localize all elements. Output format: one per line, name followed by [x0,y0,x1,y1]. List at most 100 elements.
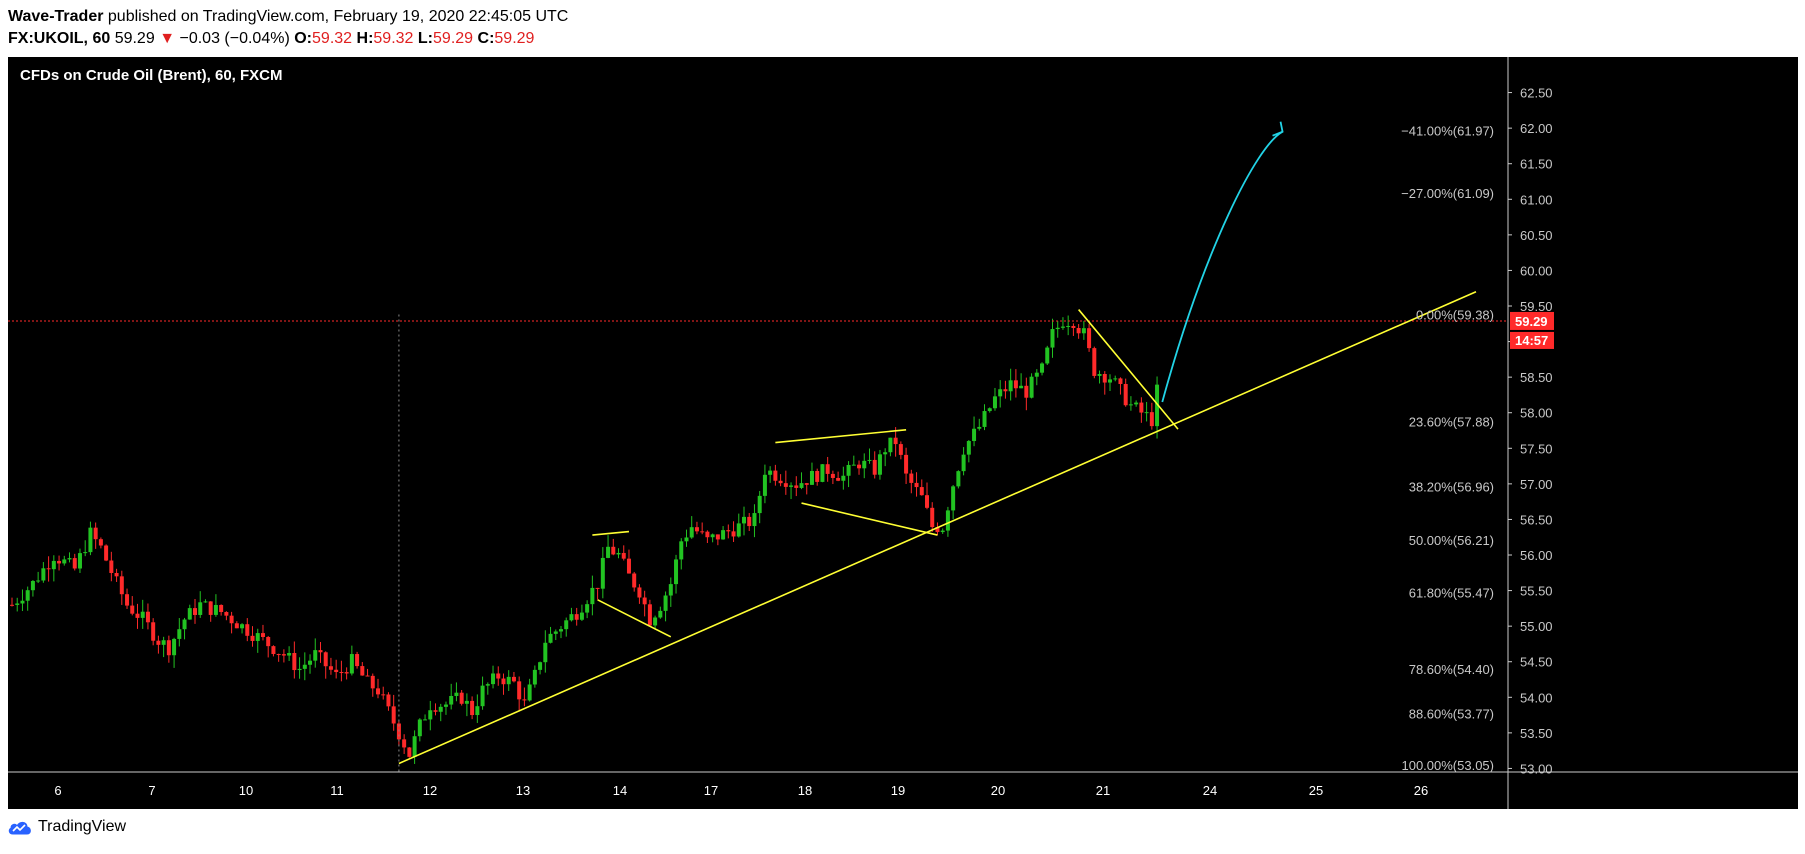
candle [203,601,208,603]
candle [752,513,757,527]
candle [224,612,229,616]
candle [454,692,459,696]
candle [919,487,924,496]
footer-brand[interactable]: TradingView [38,818,127,835]
high-value: 59.32 [373,30,414,47]
candle [234,623,239,629]
candle [407,747,412,757]
candle [1060,326,1065,328]
candle [674,559,679,585]
close-value: 59.29 [494,30,535,47]
time-tick-label: 19 [891,783,905,798]
time-tick-label: 17 [704,783,718,798]
candle [276,654,281,656]
candle [590,587,595,605]
candle [705,531,710,538]
price-tick-label: 61.50 [1520,157,1553,172]
fib-level-label: −27.00%(61.09) [1401,186,1494,201]
candle [862,460,867,469]
candle [161,640,166,645]
candle [62,559,67,564]
candle [930,507,935,528]
candle [611,546,616,555]
candle [543,642,548,663]
fib-level-label: 78.60%(54.40) [1409,662,1494,677]
candle [1066,325,1071,327]
time-tick-label: 20 [991,783,1005,798]
price-tick-label: 53.50 [1520,726,1553,741]
candle [757,495,762,514]
candle [945,510,950,531]
candle [762,474,767,496]
price-tick-label: 54.00 [1520,690,1553,705]
countdown-label: 14:57 [1515,333,1548,348]
candle [637,587,642,598]
candle [334,669,339,673]
candle [428,710,433,720]
candle [877,454,882,475]
candle [140,611,145,618]
candle [260,633,265,637]
candle [443,704,448,707]
candle [145,611,150,623]
publish-line: Wave-Trader published on TradingView.com… [8,6,1798,28]
candle [250,635,255,641]
candle [1118,378,1123,384]
price-tick-label: 62.50 [1520,86,1553,101]
candle [1076,328,1081,334]
author-name[interactable]: Wave-Trader [8,8,104,25]
fib-level-label: 50.00%(56.21) [1409,533,1494,548]
candle [883,452,888,455]
candle [365,675,370,677]
candle [1034,372,1039,377]
candle [606,546,611,558]
candle [736,523,741,537]
candle [616,552,621,555]
footer: TradingView [8,818,126,836]
candle [1087,328,1092,349]
candle [1008,380,1013,392]
candle [302,664,307,669]
price-tick-label: 56.50 [1520,512,1553,527]
candle [166,640,171,656]
candle [72,558,77,569]
candle [841,475,846,481]
chart-panel[interactable]: −41.00%(61.97) −27.00%(61.09) 0.00%(59.38)… [8,57,1798,809]
candle [287,652,292,656]
candle [1123,383,1128,406]
chart-canvas[interactable]: −41.00%(61.97) −27.00%(61.09) 0.00%(59.38)… [8,57,1798,809]
candle [857,464,862,469]
candle [1003,389,1008,392]
down-arrow-icon: ▼ [159,30,176,47]
candle [1139,402,1144,413]
candle [694,527,699,532]
last-price-tag [1510,311,1554,330]
candle [41,568,46,581]
price-change: −0.03 (−0.04%) [179,30,290,47]
candle [245,624,250,636]
price-tick-label: 53.00 [1520,761,1553,776]
candle [308,660,313,665]
price-tick-label: 55.00 [1520,619,1553,634]
candle [789,485,794,487]
candle [297,668,302,671]
time-tick-label: 12 [423,783,437,798]
candle [1144,412,1149,414]
candle [778,480,783,484]
candle [992,396,997,409]
candle [715,534,720,540]
candle [480,685,485,707]
price-tick-label: 58.50 [1520,370,1553,385]
candle [156,640,161,645]
candle [344,672,349,674]
candle [376,688,380,695]
candle [30,581,35,591]
candle [1113,378,1118,380]
candle [1013,380,1018,389]
tradingview-cloud-icon[interactable] [8,818,32,836]
candle [731,531,736,537]
time-tick-label: 14 [613,783,627,798]
candle [25,590,30,601]
candle [658,610,663,618]
candle [532,669,537,685]
